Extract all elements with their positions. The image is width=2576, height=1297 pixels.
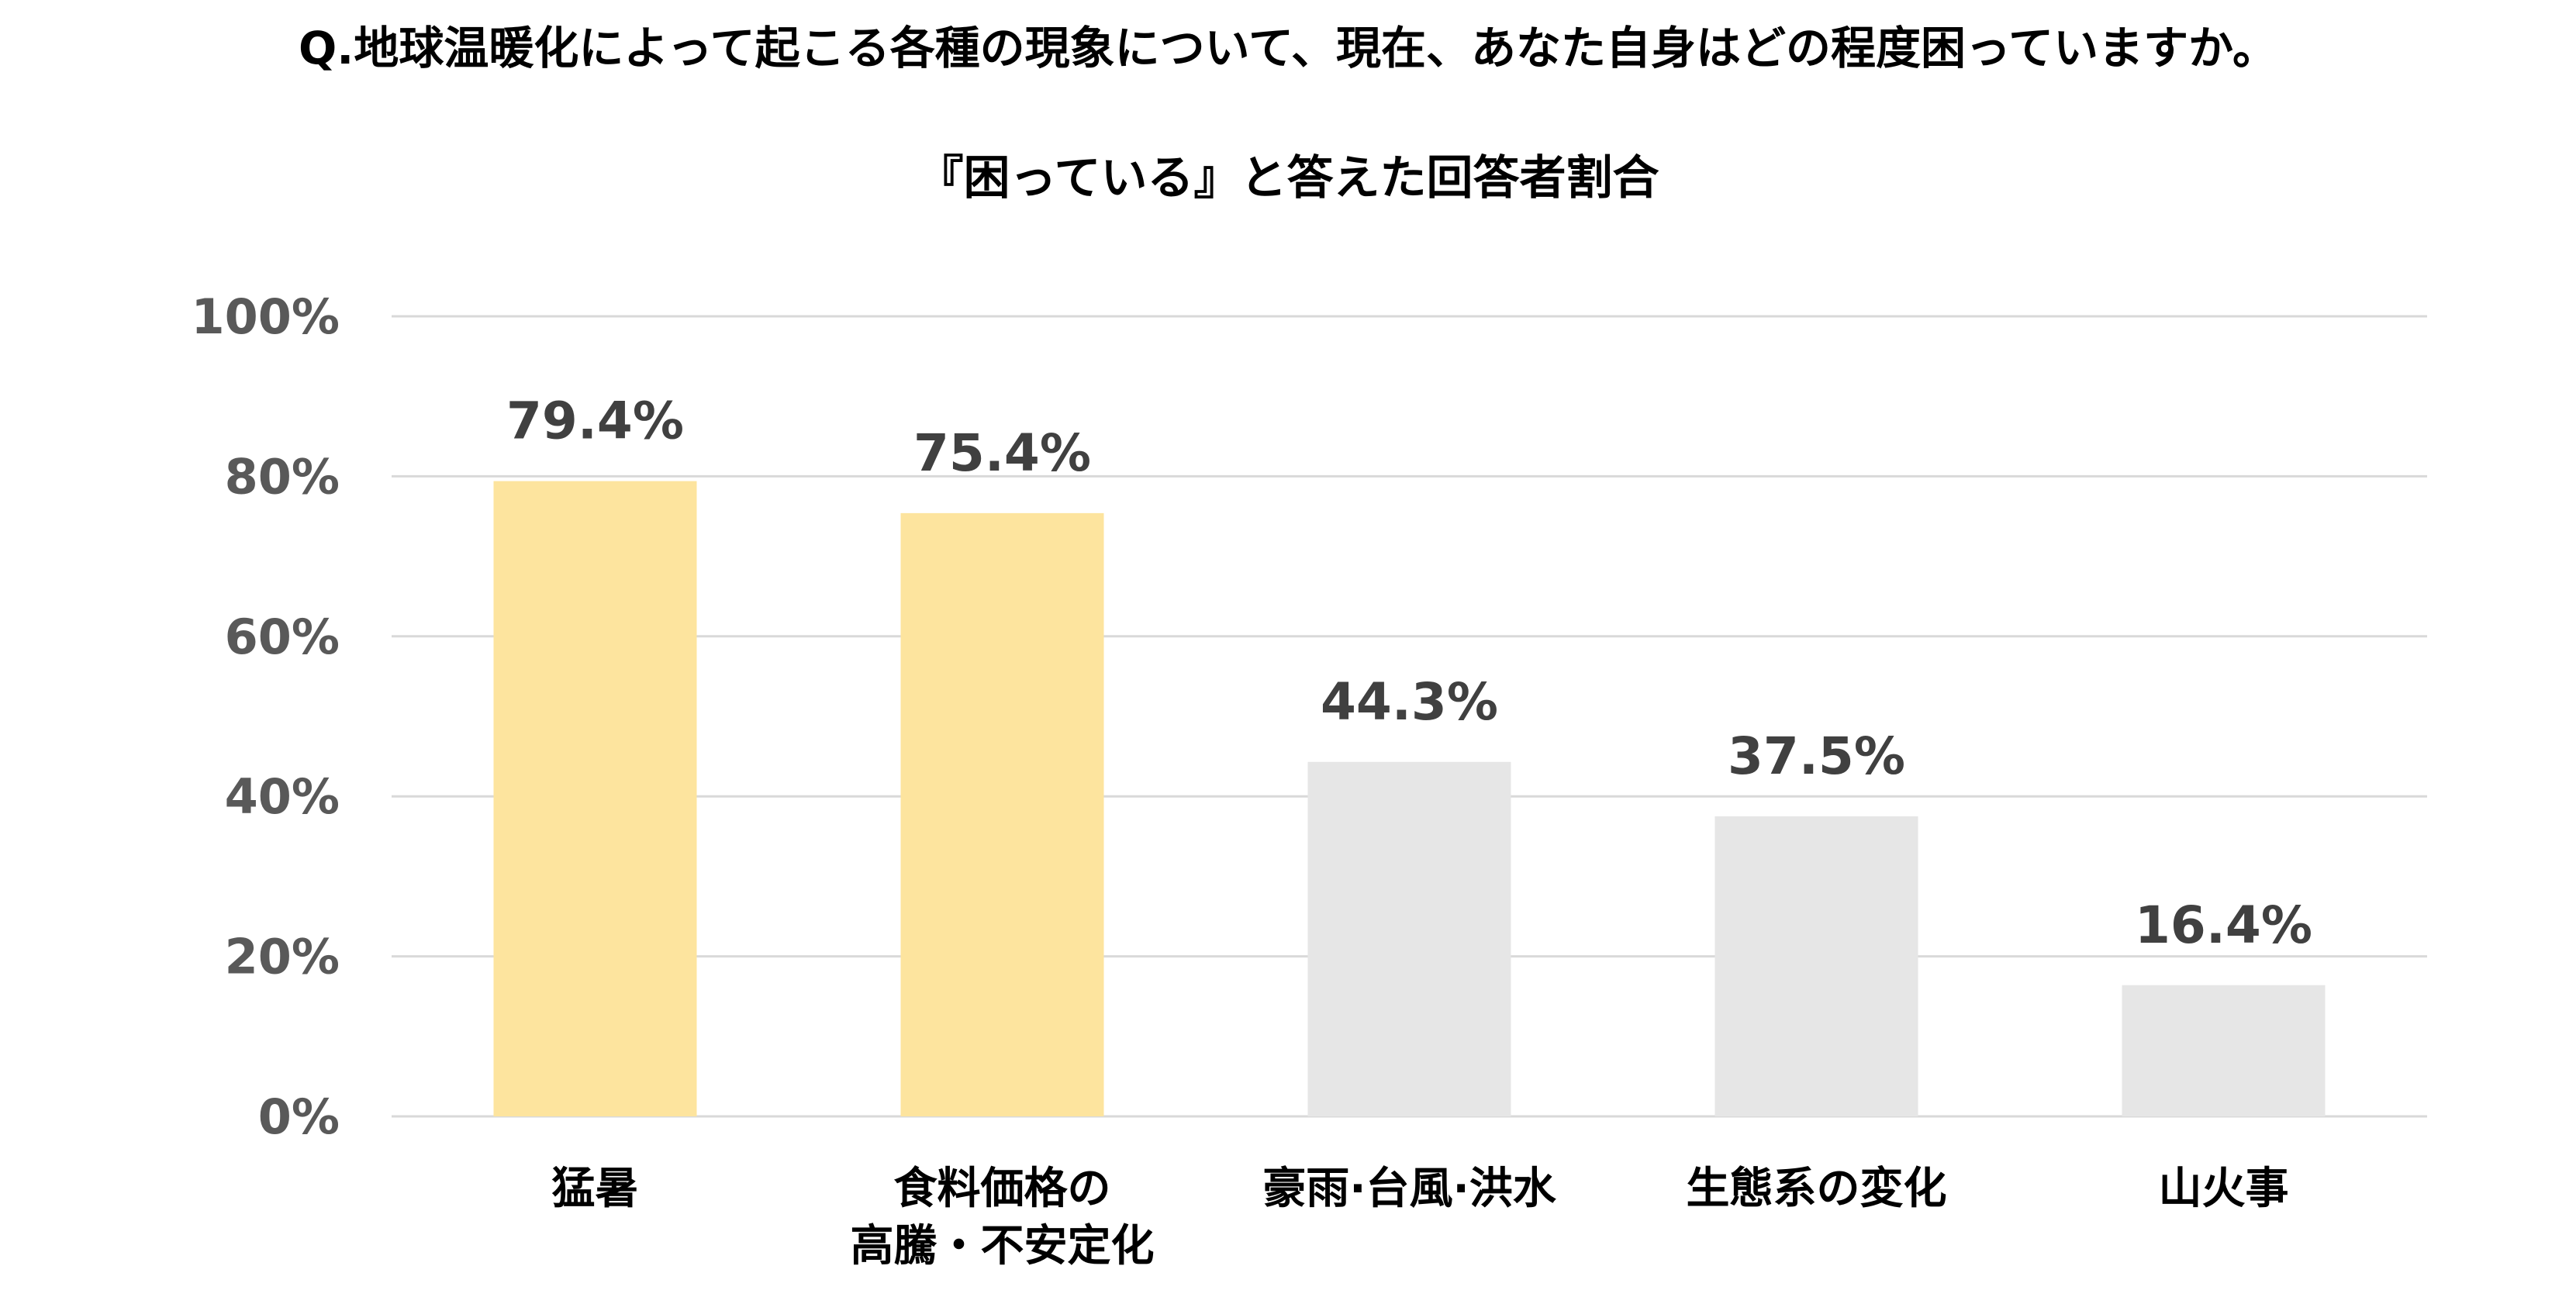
- y-tick-label: 100%: [191, 288, 340, 345]
- chart-title: 『困っている』と答えた回答者割合: [917, 151, 1659, 205]
- bar: [493, 481, 697, 1116]
- data-label: 44.3%: [1321, 672, 1498, 732]
- x-category-label: 猛暑: [552, 1164, 639, 1214]
- bar: [2122, 985, 2326, 1116]
- bars: [493, 481, 2326, 1116]
- data-labels: 79.4% 75.4% 44.3% 37.5% 16.4%: [506, 392, 2312, 955]
- x-category-label: 生態系の変化: [1687, 1164, 1947, 1214]
- y-tick-label: 80%: [225, 448, 340, 505]
- bar: [1714, 816, 1918, 1116]
- bar: [1307, 761, 1511, 1116]
- x-category-label: 食料価格の: [894, 1164, 1111, 1214]
- y-tick-label: 0%: [258, 1088, 340, 1145]
- question-title: Q.地球温暖化によって起こる各種の現象について、現在、あなた自身はどの程度困って…: [298, 22, 2277, 74]
- y-axis-ticks: 0% 20% 40% 60% 80% 100%: [191, 288, 340, 1145]
- data-label: 37.5%: [1728, 726, 1905, 786]
- bar: [900, 512, 1104, 1116]
- x-category-label: 高騰・不安定化: [851, 1221, 1155, 1271]
- y-tick-label: 20%: [225, 929, 340, 985]
- y-tick-label: 60%: [225, 609, 340, 665]
- data-label: 16.4%: [2135, 895, 2312, 955]
- y-tick-label: 40%: [225, 768, 340, 825]
- x-category-label: 山火事: [2159, 1164, 2289, 1214]
- data-label: 79.4%: [506, 392, 684, 451]
- x-category-label: 豪雨·台風·洪水: [1262, 1164, 1557, 1214]
- data-label: 75.4%: [913, 423, 1091, 483]
